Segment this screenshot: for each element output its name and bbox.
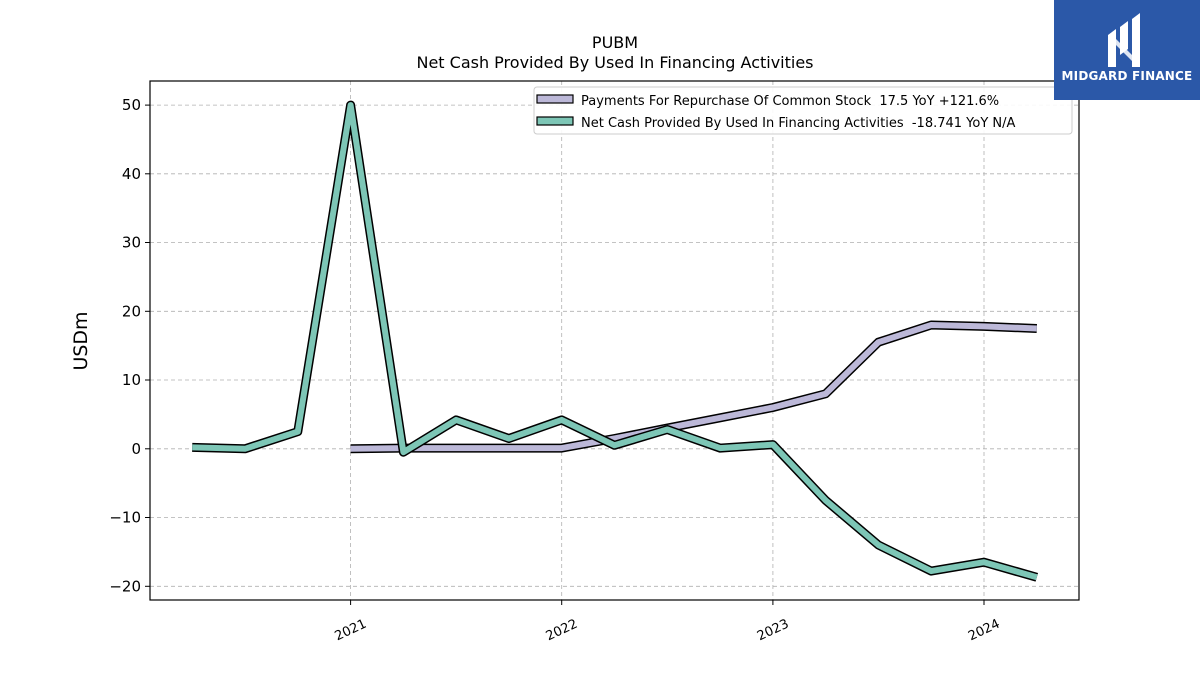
series-line-financing — [192, 102, 1038, 581]
legend-label-repurchase: Payments For Repurchase Of Common Stock … — [581, 94, 999, 109]
legend-swatch-repurchase — [536, 94, 574, 104]
x-tick-label: 2023 — [755, 617, 791, 645]
brand-logo: MIDGARD FINANCE — [1054, 0, 1200, 100]
legend: Payments For Repurchase Of Common Stock … — [533, 86, 1073, 135]
y-tick-label: 30 — [122, 234, 141, 252]
chart-subtitle: Net Cash Provided By Used In Financing A… — [416, 53, 813, 72]
x-tick-label: 2021 — [333, 617, 369, 645]
legend-label-financing: Net Cash Provided By Used In Financing A… — [581, 116, 1016, 131]
plot-frame — [149, 80, 1080, 601]
y-tick-label: −10 — [109, 509, 141, 527]
y-tick-label: 50 — [122, 96, 141, 114]
y-tick-label: 10 — [122, 371, 141, 389]
y-tick-label: 0 — [131, 440, 141, 458]
series-line-outline-repurchase — [350, 320, 1037, 454]
y-tick-label: −20 — [109, 577, 141, 595]
series-line-repurchase — [350, 322, 1037, 452]
grid — [150, 81, 1079, 600]
legend-box — [533, 86, 1073, 135]
x-tick-label: 2022 — [544, 617, 580, 645]
y-axis-ticks: 50 40 30 20 10 0 −10 −20 — [109, 96, 150, 595]
y-tick-label: 20 — [122, 302, 141, 320]
series-line-outline-financing — [192, 100, 1039, 582]
legend-swatch-financing — [536, 116, 574, 126]
y-tick-label: 40 — [122, 165, 141, 183]
y-axis-label: USDm — [70, 311, 92, 370]
chart-title: PUBM — [592, 33, 638, 52]
brand-mark-icon — [1108, 13, 1140, 67]
brand-name: MIDGARD FINANCE — [1061, 69, 1193, 83]
x-axis-ticks: 2021 2022 2023 2024 — [333, 600, 1002, 645]
x-tick-label: 2024 — [966, 617, 1002, 645]
series-lines — [192, 100, 1039, 582]
